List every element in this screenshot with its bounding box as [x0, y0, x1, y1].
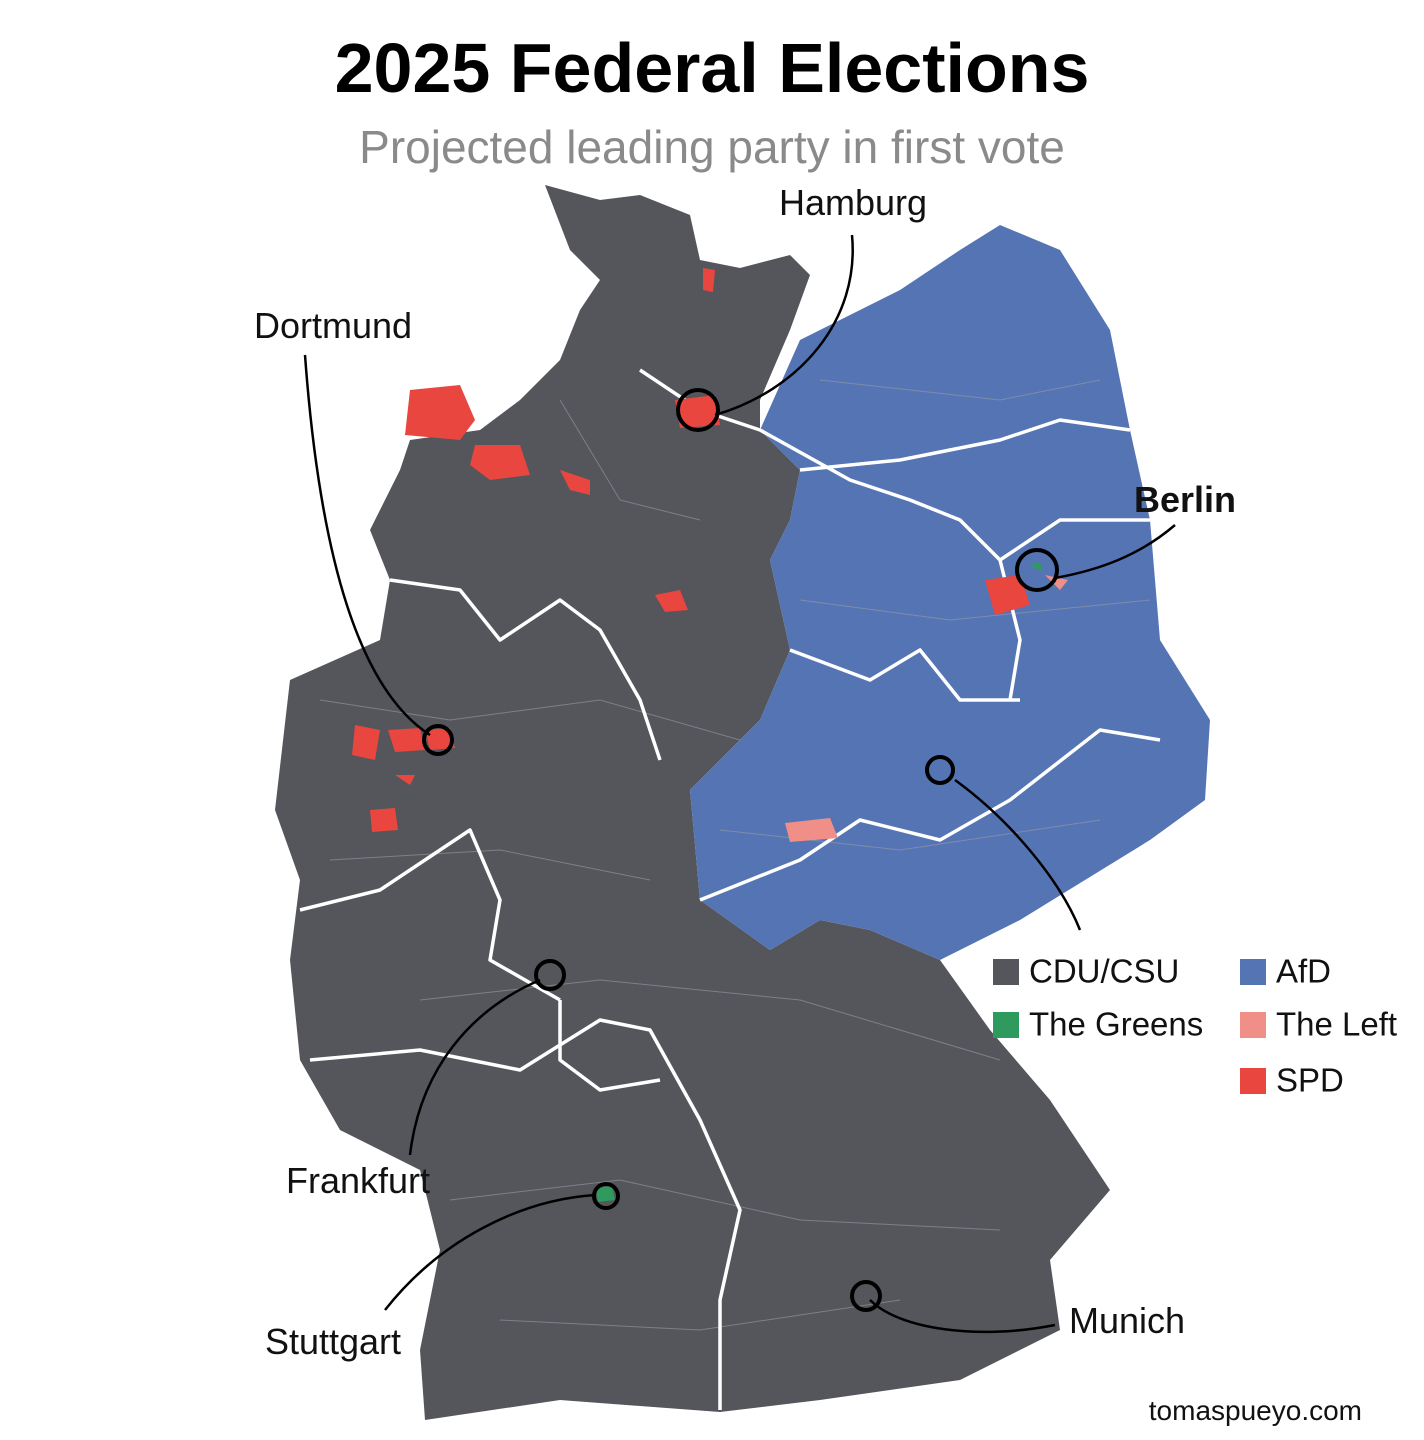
- city-label: Berlin: [1134, 479, 1236, 520]
- city-outline: [925, 755, 955, 785]
- legend-swatch: [993, 959, 1019, 985]
- subtitle: Projected leading party in first vote: [359, 121, 1065, 173]
- title: 2025 Federal Elections: [335, 29, 1090, 107]
- city-outline: [676, 388, 720, 432]
- city-outline: [422, 724, 454, 756]
- city-outline: [1015, 548, 1059, 592]
- leader-line: [384, 1193, 596, 1311]
- leader-line: [954, 778, 1082, 931]
- legend-swatch: [1240, 1068, 1266, 1094]
- legend: CDU/CSU AfD The Greens The Left SPD: [993, 953, 1397, 1099]
- city-label: Dortmund: [254, 305, 412, 346]
- legend-label: AfD: [1276, 953, 1331, 990]
- city-label: Stuttgart: [265, 1321, 401, 1362]
- city-label: Munich: [1069, 1300, 1185, 1341]
- leader-line: [408, 978, 541, 1156]
- legend-label: CDU/CSU: [1029, 953, 1179, 990]
- legend-label: The Left: [1276, 1006, 1397, 1043]
- legend-swatch: [1240, 1012, 1266, 1038]
- legend-swatch: [1240, 959, 1266, 985]
- city-label: Frankfurt: [286, 1160, 430, 1201]
- city-outline: [534, 959, 566, 991]
- district-lines: [319, 379, 1151, 1331]
- city-label: Hamburg: [779, 182, 927, 223]
- region-afd: [690, 225, 1210, 960]
- legend-label: The Greens: [1029, 1006, 1203, 1043]
- region-cdu: [275, 185, 1110, 1420]
- legend-label: SPD: [1276, 1062, 1344, 1099]
- leader-line: [1054, 524, 1176, 580]
- legend-swatch: [993, 1012, 1019, 1038]
- leader-line: [869, 1299, 1056, 1334]
- leader-line: [303, 354, 431, 737]
- city-outline: [850, 1280, 882, 1312]
- source: tomaspueyo.com: [1149, 1395, 1362, 1426]
- leader-line: [714, 234, 854, 417]
